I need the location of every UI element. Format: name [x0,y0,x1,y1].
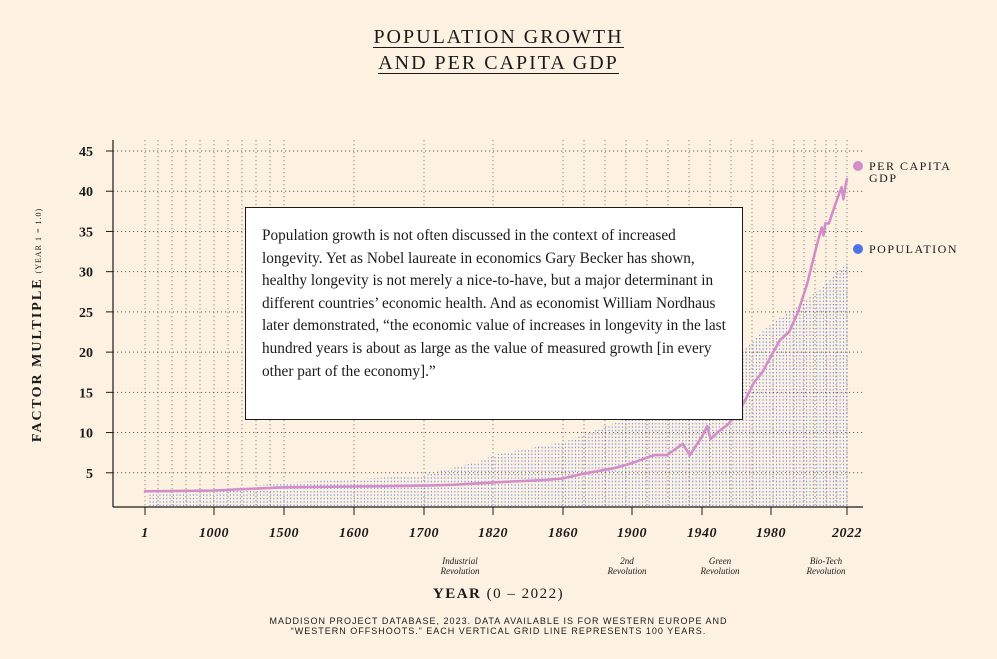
revolution-line-2: Revolution [607,566,647,576]
x-axis-range: (0 – 2022) [486,586,565,602]
gdp-legend-dot [853,161,863,171]
x-tick-label: 1 [141,526,149,541]
x-tick-label: 2022 [831,526,862,541]
x-tick-label: 1940 [687,526,717,541]
y-tick-label: 45 [79,145,93,160]
legend-gdp: PER CAPITA GDP [853,160,951,184]
population-legend-label: POPULATION [869,242,959,256]
revolution-label: Industrial Revolution [441,556,480,576]
chart-title: POPULATION GROWTH AND PER CAPITA GDP [0,24,997,76]
revolution-line-1: Green [708,556,732,566]
revolution-line-2: Revolution [700,566,740,576]
quote-box: Population growth is not often discussed… [245,207,743,420]
revolution-label: Green Revolution [701,556,740,576]
gdp-legend-line-1: PER CAPITA [869,159,952,173]
x-tick-label: 1980 [756,526,786,541]
title-line-1: POPULATION GROWTH [373,26,624,48]
y-tick-label: 25 [79,306,93,321]
x-tick-label: 1700 [409,526,439,541]
revolution-line-1: Bio-Tech [809,556,843,566]
x-tick-label: 1500 [269,526,299,541]
y-axis-label: FACTOR MULTIPLE (YEAR 1 = 1.0) [30,208,46,442]
revolution-label: Bio-Tech Revolution [807,556,846,576]
population-legend-dot [853,244,863,254]
source-line-2: “WESTERN OFFSHOOTS.” EACH VERTICAL GRID … [290,626,707,636]
y-axis-subtitle: (YEAR 1 = 1.0) [34,207,43,274]
revolution-line-1: 2nd [620,556,634,566]
gdp-legend-label: PER CAPITA GDP [869,160,951,184]
source-line-1: MADDISON PROJECT DATABASE, 2023. DATA AV… [269,616,728,626]
x-axis-label: YEAR (0 – 2022) [0,586,997,603]
x-tick-label: 1820 [478,526,508,541]
y-tick-label: 15 [79,386,93,401]
x-axis-title: YEAR [432,586,482,602]
revolution-line-1: Industrial [442,556,478,566]
y-axis-title: FACTOR MULTIPLE [30,277,45,443]
gdp-legend-line-2: GDP [869,171,898,185]
x-tick-label: 1000 [199,526,229,541]
title-line-2: AND PER CAPITA GDP [378,52,619,74]
y-tick-label: 5 [86,467,93,482]
y-tick-label: 10 [79,427,93,442]
revolution-label: 2nd Revolution [608,556,647,576]
x-tick-label: 1860 [548,526,578,541]
source-note: MADDISON PROJECT DATABASE, 2023. DATA AV… [0,616,997,636]
revolution-line-2: Revolution [806,566,846,576]
legend-population: POPULATION [853,243,958,255]
y-tick-label: 40 [79,185,93,200]
y-tick-label: 30 [79,266,93,281]
x-tick-label: 1600 [339,526,369,541]
y-tick-label: 20 [79,346,93,361]
gdp-line [143,177,849,493]
revolution-line-2: Revolution [440,566,480,576]
x-tick-label: 1900 [617,526,647,541]
y-tick-label: 35 [79,225,93,240]
